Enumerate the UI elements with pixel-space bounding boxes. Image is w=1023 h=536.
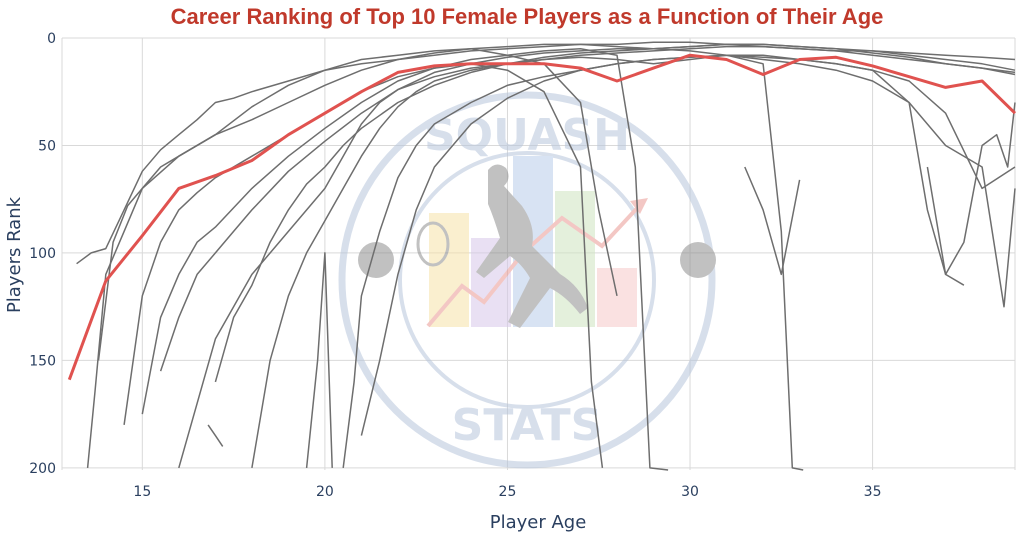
watermark-ball-left: [358, 242, 394, 278]
player-career-line-13: [360, 54, 1016, 436]
player-career-line-5: [141, 47, 669, 471]
x-tick-label: 15: [133, 484, 151, 500]
grid-layer: [61, 37, 1016, 470]
watermark-racket: [416, 221, 450, 267]
ticks-layer: 15 20 25 30 35 0 50 100 150 200: [29, 31, 881, 500]
watermark-top-text: SQUASH: [424, 110, 630, 161]
watermark: SQUASH STATS: [338, 91, 716, 469]
watermark-bar-1: [429, 213, 469, 327]
y-tick-label: 50: [38, 138, 56, 154]
watermark-ball-right: [680, 242, 716, 278]
y-tick-label: 0: [47, 31, 56, 47]
watermark-ring-inner: [398, 151, 656, 409]
y-tick-label: 200: [29, 461, 56, 477]
player-career-line-15: [926, 102, 1016, 276]
x-tick-label: 30: [681, 484, 699, 500]
x-axis-title: Player Age: [490, 512, 587, 533]
average-ranking-line: [67, 53, 1017, 381]
player-career-line-9: [214, 43, 1016, 383]
y-axis-title: Players Rank: [4, 196, 25, 313]
player-career-line-8: [207, 424, 224, 447]
player-career-line-11: [305, 252, 333, 468]
chart-title: Career Ranking of Top 10 Female Players …: [171, 4, 884, 29]
x-tick-label: 20: [316, 484, 334, 500]
y-tick-label: 100: [29, 246, 56, 262]
watermark-trend-arrow: [630, 198, 648, 214]
player-career-line-10: [251, 45, 1016, 469]
x-tick-label: 25: [499, 484, 517, 500]
watermark-player-silhouette: [476, 164, 588, 328]
x-tick-label: 35: [864, 484, 882, 500]
y-tick-label: 150: [29, 353, 56, 369]
player-career-line-14: [744, 166, 801, 276]
watermark-ring-outer: [338, 91, 716, 469]
watermark-bar-5: [597, 268, 637, 327]
average-layer: [67, 53, 1017, 381]
watermark-bottom-text: STATS: [452, 400, 603, 451]
